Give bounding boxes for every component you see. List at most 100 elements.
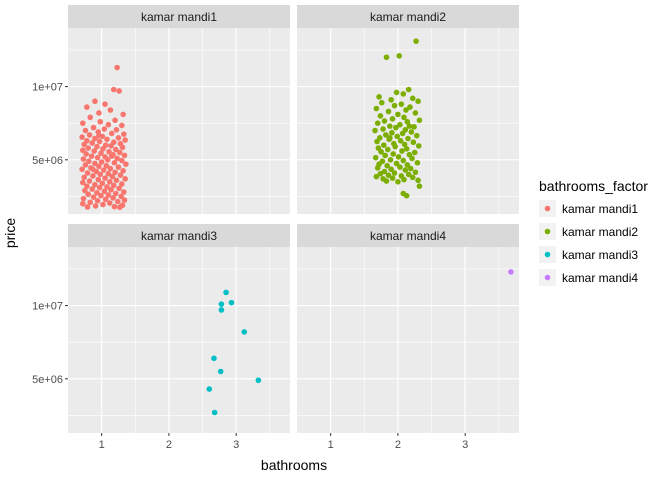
data-point: [104, 184, 110, 190]
data-point: [107, 165, 114, 172]
data-point: [385, 172, 392, 178]
data-point: [396, 53, 403, 59]
data-point: [95, 176, 102, 183]
y-axis-title: price: [2, 218, 18, 249]
legend-title: bathrooms_factor: [539, 178, 648, 194]
data-point: [99, 180, 106, 187]
data-point: [108, 187, 114, 193]
data-point: [376, 94, 382, 100]
data-point: [401, 141, 408, 148]
data-point: [113, 177, 120, 184]
data-point: [392, 143, 399, 150]
data-point: [211, 355, 217, 362]
legend-label: kamar mandi1: [562, 202, 638, 216]
data-point: [404, 118, 411, 125]
data-point: [90, 166, 96, 173]
data-point: [409, 155, 415, 162]
data-point: [390, 151, 397, 157]
data-point: [115, 164, 122, 170]
data-point: [111, 159, 118, 166]
data-point: [120, 111, 126, 118]
panel-background: [297, 247, 519, 433]
facet-panel: kamar mandi2: [297, 5, 519, 214]
data-point: [83, 151, 89, 157]
data-point: [389, 129, 395, 136]
data-point: [92, 181, 98, 188]
data-point: [117, 204, 123, 211]
data-point: [416, 183, 423, 189]
data-point: [373, 173, 380, 180]
data-point: [92, 135, 98, 142]
data-point: [82, 162, 89, 168]
data-point: [82, 127, 89, 134]
data-point: [411, 124, 417, 130]
data-point: [108, 143, 114, 149]
data-point: [80, 179, 86, 186]
data-point: [404, 162, 411, 168]
data-point: [100, 167, 107, 173]
data-point: [395, 154, 402, 160]
data-point: [84, 104, 90, 110]
data-point: [413, 38, 419, 44]
facet-strip: [68, 5, 290, 28]
data-point: [91, 148, 98, 154]
data-point: [98, 150, 104, 157]
panel-background: [68, 247, 290, 433]
data-point: [80, 156, 87, 162]
y-tick-label: 1e+07: [32, 301, 63, 313]
data-point: [403, 192, 410, 199]
data-point: [372, 154, 379, 161]
data-point: [122, 137, 128, 143]
data-point: [121, 189, 127, 195]
data-point: [228, 299, 235, 306]
data-point: [122, 176, 128, 182]
data-point: [400, 91, 407, 97]
data-point: [121, 152, 128, 159]
data-point: [378, 99, 385, 106]
facet-panel: kamar mandi1 5e+06 1e+07: [32, 5, 290, 214]
data-point: [98, 159, 105, 165]
data-point: [119, 144, 126, 151]
data-point: [393, 160, 400, 167]
data-point: [106, 200, 113, 206]
data-point: [86, 178, 93, 184]
data-point: [94, 154, 101, 161]
data-point: [90, 173, 96, 179]
data-point: [394, 133, 401, 140]
data-point: [104, 136, 110, 143]
x-tick-label: 3: [462, 439, 468, 451]
data-point: [407, 165, 414, 172]
data-point: [102, 175, 108, 181]
data-point: [116, 185, 122, 192]
data-point: [80, 195, 87, 202]
legend-key-marker: [544, 251, 551, 258]
legend-item: kamar mandi1: [539, 200, 638, 217]
x-tick-label: 3: [233, 439, 239, 451]
data-point: [413, 132, 420, 139]
legend-label: kamar mandi4: [562, 271, 638, 285]
data-point: [92, 98, 98, 105]
data-point: [86, 132, 93, 138]
data-point: [108, 130, 115, 137]
data-point: [383, 178, 390, 184]
data-point: [119, 122, 125, 129]
data-point: [104, 157, 111, 163]
legend-item: kamar mandi4: [539, 269, 638, 286]
data-point: [112, 190, 119, 197]
data-point: [397, 164, 403, 170]
data-point: [391, 102, 398, 109]
data-point: [115, 135, 122, 141]
data-point: [81, 141, 87, 148]
data-point: [105, 121, 112, 128]
data-point: [96, 132, 102, 139]
legend-key-marker: [544, 274, 551, 281]
x-tick-label: 1: [99, 439, 105, 451]
data-point: [80, 147, 86, 154]
data-point: [398, 101, 405, 107]
data-point: [397, 137, 404, 144]
data-point: [411, 149, 418, 156]
data-point: [389, 116, 396, 122]
y-tick-label: 1e+07: [32, 82, 63, 94]
facet-strip-label: kamar mandi1: [141, 10, 217, 24]
legend-key-marker: [544, 228, 551, 235]
